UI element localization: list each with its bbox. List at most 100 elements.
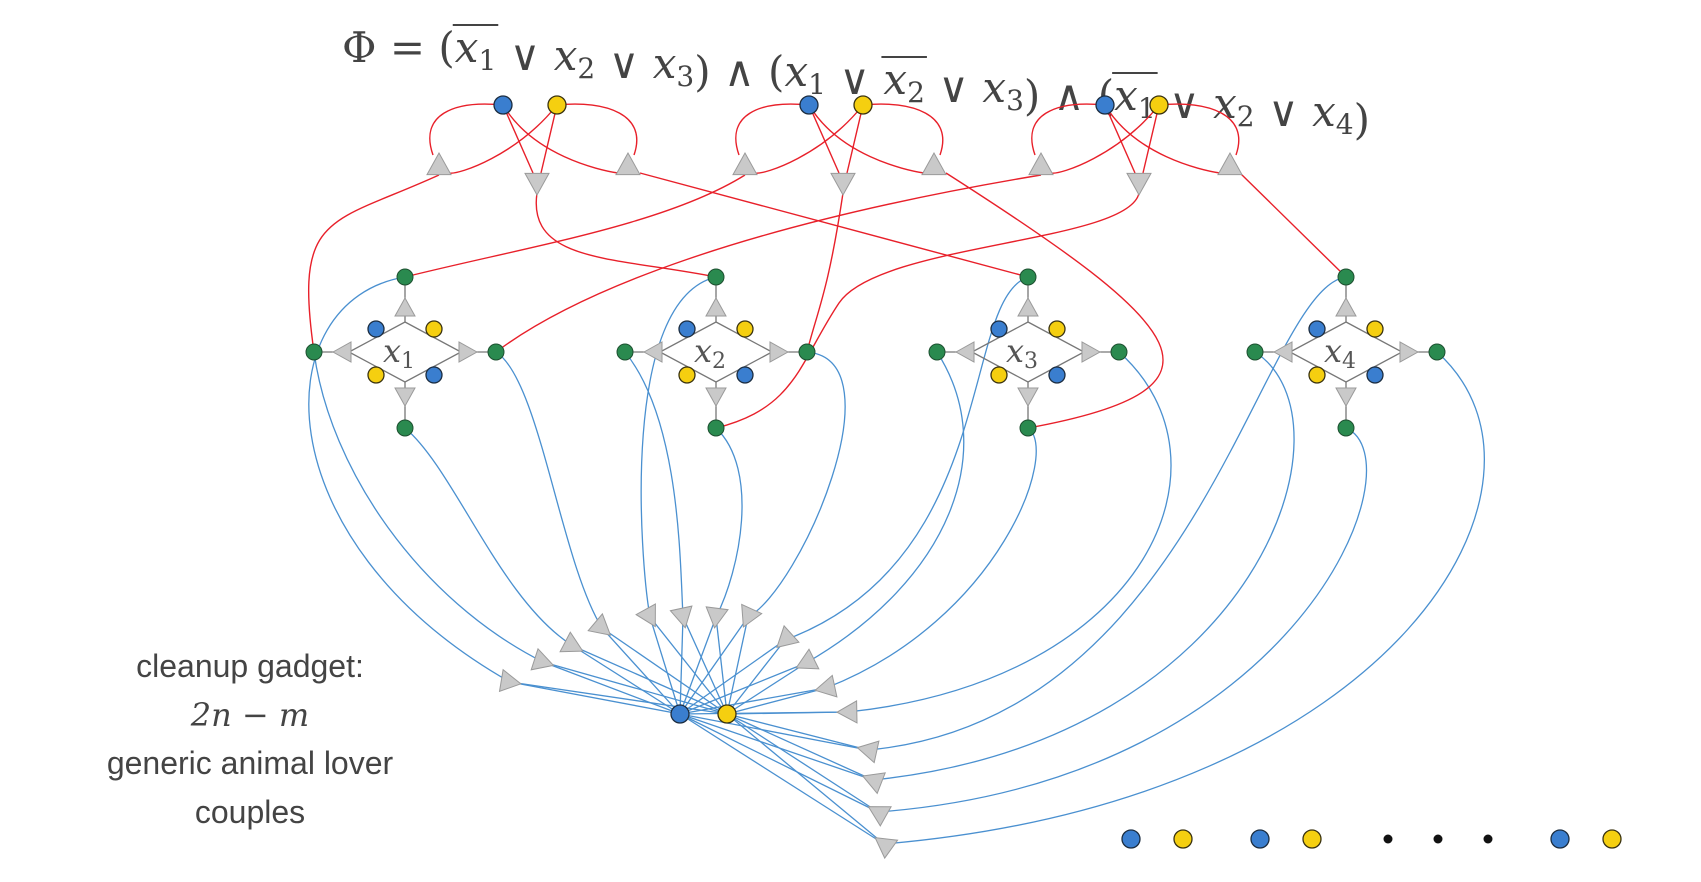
cleanup-edge bbox=[308, 276, 511, 683]
cleanup-spoke bbox=[726, 639, 786, 715]
clause-edge bbox=[502, 104, 619, 174]
cleanup-edge bbox=[877, 427, 1367, 813]
clause-triangle-middle bbox=[830, 172, 856, 197]
cleanup-triangle bbox=[559, 631, 584, 653]
cleanup-triangle bbox=[741, 603, 763, 628]
green-node-bottom bbox=[1337, 419, 1355, 437]
literal-edge bbox=[639, 172, 1029, 278]
gadget-triangle-bottom bbox=[1335, 387, 1357, 408]
clause-edge bbox=[448, 104, 558, 174]
green-node-right bbox=[1110, 343, 1128, 361]
cleanup-spoke bbox=[542, 661, 681, 715]
green-node-top bbox=[1019, 268, 1037, 286]
ellipsis-dot bbox=[1433, 834, 1443, 844]
cleanup-triangle bbox=[498, 668, 522, 693]
generic-couple-3 bbox=[1550, 829, 1622, 849]
couple-yellow-node bbox=[1173, 829, 1193, 849]
cleanup-edge bbox=[624, 351, 684, 618]
clause-gadget-3 bbox=[1028, 95, 1243, 197]
cleanup-spoke bbox=[726, 713, 879, 813]
green-node-right bbox=[487, 343, 505, 361]
cleanup-spoke bbox=[679, 662, 807, 715]
cleanup-edge bbox=[404, 427, 574, 647]
cleanup-spoke bbox=[726, 711, 849, 715]
blue-node bbox=[425, 366, 443, 384]
cleanup-triangle bbox=[867, 806, 892, 827]
clause-edge bbox=[540, 104, 558, 174]
cleanup-spoke bbox=[679, 616, 684, 715]
yellow-node bbox=[367, 366, 385, 384]
couples-sequence bbox=[1121, 829, 1622, 849]
cleanup-spoke bbox=[509, 681, 681, 715]
cleanup-edge bbox=[883, 351, 1485, 845]
clause-yellow-node bbox=[853, 95, 873, 115]
cleanup-edge bbox=[872, 351, 1295, 781]
ellipsis-dot bbox=[1483, 834, 1493, 844]
clause-triangle-left bbox=[732, 151, 758, 176]
green-node-left bbox=[616, 343, 634, 361]
clause-edge bbox=[735, 103, 810, 156]
cleanup-blue-node bbox=[670, 704, 690, 724]
caption-line-4: couples bbox=[195, 794, 305, 830]
green-node-bottom bbox=[707, 419, 725, 437]
cleanup-edge bbox=[805, 351, 965, 664]
cleanup-spoke bbox=[726, 713, 885, 845]
cleanup-spoke bbox=[509, 681, 728, 715]
clause-edge bbox=[862, 103, 944, 156]
cleanup-spoke bbox=[726, 713, 874, 781]
cleanup-triangle bbox=[795, 648, 820, 670]
literal-edge bbox=[1239, 172, 1347, 278]
gadget-label: x2 bbox=[694, 332, 726, 374]
clause-yellow-node bbox=[1149, 95, 1169, 115]
blue-node bbox=[990, 320, 1008, 338]
literal-edge bbox=[806, 192, 844, 353]
gadget-triangle-right bbox=[458, 341, 479, 363]
cleanup-spoke bbox=[679, 713, 879, 813]
clause-triangle-right bbox=[1217, 151, 1243, 176]
gadget-triangle-left bbox=[642, 341, 663, 363]
gadget-triangle-right bbox=[1399, 341, 1420, 363]
cleanup-edge bbox=[495, 351, 603, 629]
gadget-triangle-top bbox=[1335, 296, 1357, 317]
clause-edge bbox=[1104, 104, 1136, 174]
formula: Φ = (x1 ∨ x2 ∨ x3) ∧ (x1 ∨ x2 ∨ x3) ∧ (x… bbox=[342, 23, 1370, 144]
variable-gadgets: x1 x2 x3 x4 bbox=[305, 268, 1446, 437]
gadget-triangle-bottom bbox=[1017, 387, 1039, 408]
green-node-bottom bbox=[1019, 419, 1037, 437]
cleanup-spoke bbox=[679, 639, 786, 715]
cleanup-yellow-node bbox=[717, 704, 737, 724]
cleanup-triangle bbox=[705, 606, 729, 629]
cleanup-spoke bbox=[649, 616, 728, 715]
green-node-top bbox=[707, 268, 725, 286]
clause-blue-node bbox=[799, 95, 819, 115]
clause-edge bbox=[1104, 104, 1221, 174]
cleanup-edge bbox=[847, 351, 1172, 713]
couple-blue-node bbox=[1250, 829, 1270, 849]
clause-triangle-middle bbox=[524, 172, 550, 197]
clause-triangle-left bbox=[1028, 151, 1054, 176]
gadget-triangle-right bbox=[769, 341, 790, 363]
clause-edges bbox=[307, 103, 1347, 429]
cleanup-spoke bbox=[679, 713, 869, 751]
blue-node bbox=[736, 366, 754, 384]
literal-edge bbox=[495, 174, 1042, 353]
literal-edge bbox=[945, 172, 1164, 429]
clause-edge bbox=[846, 104, 864, 174]
cleanup-spoke bbox=[679, 616, 717, 715]
clause-blue-node bbox=[1095, 95, 1115, 115]
clause-edge bbox=[754, 104, 864, 174]
clause-edge bbox=[1142, 104, 1160, 174]
cleanup-edge bbox=[747, 351, 846, 618]
variable-gadget-1: x1 bbox=[305, 268, 505, 437]
cleanup-spoke bbox=[726, 662, 807, 715]
cleanup-edge bbox=[640, 276, 717, 618]
green-node-left bbox=[305, 343, 323, 361]
couple-blue-node bbox=[1121, 829, 1141, 849]
cleanup-spoke bbox=[542, 661, 728, 715]
cleanup-edge bbox=[825, 427, 1037, 689]
gadget-triangle-left bbox=[954, 341, 975, 363]
cleanup-triangle bbox=[669, 605, 693, 629]
clause-gadgets bbox=[426, 95, 1243, 197]
gadget-triangle-bottom bbox=[394, 387, 416, 408]
